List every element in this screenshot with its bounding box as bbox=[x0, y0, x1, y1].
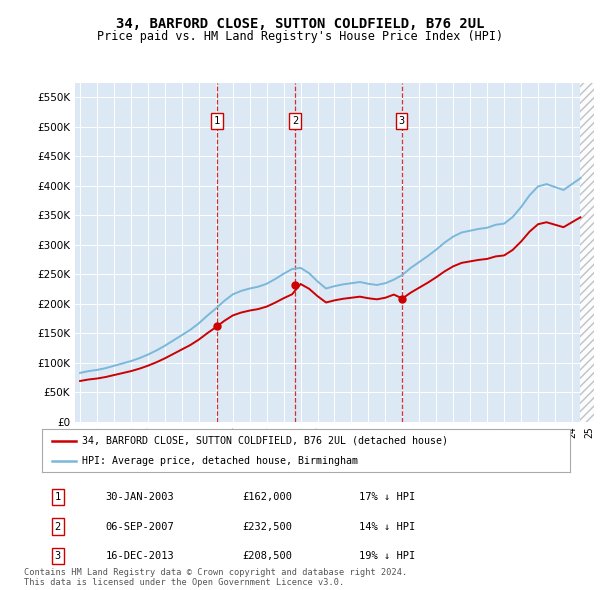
Text: 06-SEP-2007: 06-SEP-2007 bbox=[106, 522, 174, 532]
Text: 16-DEC-2013: 16-DEC-2013 bbox=[106, 551, 174, 561]
Text: 34, BARFORD CLOSE, SUTTON COLDFIELD, B76 2UL: 34, BARFORD CLOSE, SUTTON COLDFIELD, B76… bbox=[116, 17, 484, 31]
Text: 14% ↓ HPI: 14% ↓ HPI bbox=[359, 522, 415, 532]
Text: 3: 3 bbox=[55, 551, 61, 561]
Text: 30-JAN-2003: 30-JAN-2003 bbox=[106, 492, 174, 502]
Text: 17% ↓ HPI: 17% ↓ HPI bbox=[359, 492, 415, 502]
Text: Price paid vs. HM Land Registry's House Price Index (HPI): Price paid vs. HM Land Registry's House … bbox=[97, 30, 503, 43]
Text: This data is licensed under the Open Government Licence v3.0.: This data is licensed under the Open Gov… bbox=[24, 578, 344, 587]
Text: £162,000: £162,000 bbox=[242, 492, 293, 502]
Text: 1: 1 bbox=[55, 492, 61, 502]
Text: 2: 2 bbox=[55, 522, 61, 532]
Text: 3: 3 bbox=[398, 116, 405, 126]
Text: £232,500: £232,500 bbox=[242, 522, 293, 532]
Text: £208,500: £208,500 bbox=[242, 551, 293, 561]
Text: 34, BARFORD CLOSE, SUTTON COLDFIELD, B76 2UL (detached house): 34, BARFORD CLOSE, SUTTON COLDFIELD, B76… bbox=[82, 435, 448, 445]
Text: 1: 1 bbox=[214, 116, 220, 126]
Text: 19% ↓ HPI: 19% ↓ HPI bbox=[359, 551, 415, 561]
Text: HPI: Average price, detached house, Birmingham: HPI: Average price, detached house, Birm… bbox=[82, 456, 358, 466]
Text: 2: 2 bbox=[292, 116, 298, 126]
Text: Contains HM Land Registry data © Crown copyright and database right 2024.: Contains HM Land Registry data © Crown c… bbox=[24, 568, 407, 577]
